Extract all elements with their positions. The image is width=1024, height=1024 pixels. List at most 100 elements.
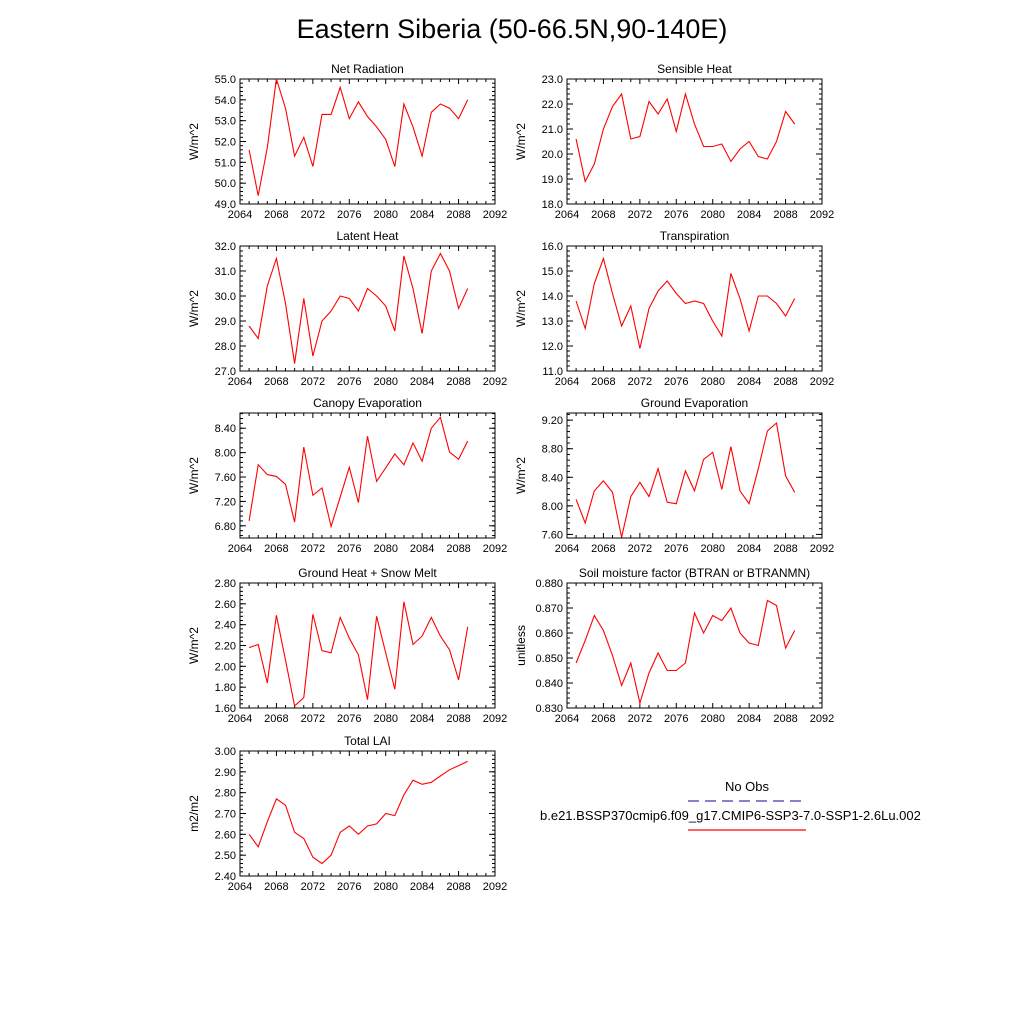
- x-tick-label: 2084: [737, 209, 761, 221]
- legend-model-label: b.e21.BSSP370cmip6.f09_g17.CMIP6-SSP3-7.…: [540, 808, 921, 823]
- panel-frame: [239, 582, 496, 709]
- y-tick-label: 2.20: [215, 641, 236, 653]
- x-tick-label: 2088: [446, 376, 470, 388]
- panel-frame: [566, 412, 823, 539]
- x-tick-label: 2092: [483, 543, 507, 555]
- y-tick-label: 8.00: [542, 501, 563, 513]
- x-tick-label: 2080: [373, 543, 397, 555]
- y-tick-label: 18.0: [542, 199, 563, 211]
- panel-title: Canopy Evaporation: [313, 396, 422, 410]
- x-tick-label: 2092: [810, 209, 834, 221]
- x-tick-label: 2076: [664, 713, 688, 725]
- legend-obs-label: No Obs: [724, 779, 770, 794]
- x-tick-label: 2068: [264, 543, 288, 555]
- panel-title: Net Radiation: [331, 62, 404, 76]
- series-line-soil-moisture-factor-btran-or-btranmn: [575, 599, 796, 706]
- x-tick-label: 2084: [737, 543, 761, 555]
- x-tick-label: 2064: [555, 543, 579, 555]
- x-tick-label: 2092: [810, 376, 834, 388]
- y-tick-label: 13.0: [542, 316, 563, 328]
- x-tick-label: 2080: [373, 376, 397, 388]
- y-tick-label: 0.870: [535, 603, 563, 615]
- y-tick-label: 21.0: [542, 124, 563, 136]
- series-line-total-lai: [248, 760, 468, 865]
- x-tick-label: 2076: [664, 543, 688, 555]
- y-tick-label: 16.0: [542, 241, 563, 253]
- x-tick-label: 2068: [264, 881, 288, 893]
- x-tick-label: 2076: [337, 881, 361, 893]
- x-tick-label: 2080: [700, 713, 724, 725]
- panel-frame: [566, 582, 823, 709]
- y-axis-label: m2/m2: [187, 795, 201, 832]
- y-tick-label: 54.0: [215, 95, 236, 107]
- panel-total-lai: Total LAI m2/m2 2064 2068 2072 2076 2080 2084 20…: [187, 734, 507, 893]
- x-tick-label: 2088: [773, 376, 797, 388]
- panel-title: Soil moisture factor (BTRAN or BTRANMN): [579, 566, 810, 580]
- series-line-sensible-heat: [575, 91, 796, 184]
- x-tick-label: 2064: [228, 209, 252, 221]
- panel-title: Transpiration: [660, 229, 730, 243]
- y-axis-label: W/m^2: [187, 627, 201, 664]
- y-tick-label: 0.850: [535, 653, 563, 665]
- x-tick-label: 2080: [373, 209, 397, 221]
- y-tick-label: 50.0: [215, 178, 236, 190]
- panel-ground-heat-snow-melt: Ground Heat + Snow Melt W/m^2 2064 2068 2072…: [187, 566, 507, 725]
- y-tick-label: 1.80: [215, 682, 236, 694]
- x-tick-label: 2092: [483, 881, 507, 893]
- x-tick-label: 2072: [628, 713, 652, 725]
- y-tick-label: 2.60: [215, 829, 236, 841]
- y-tick-label: 7.60: [215, 472, 236, 484]
- panel-soil-moisture-factor-btran-or-btranmn: Soil moisture factor (BTRAN or BTRANMN) u…: [514, 566, 834, 725]
- y-tick-label: 30.0: [215, 291, 236, 303]
- y-tick-label: 15.0: [542, 266, 563, 278]
- panel-frame: [239, 412, 496, 539]
- x-tick-label: 2076: [337, 376, 361, 388]
- y-axis-label: W/m^2: [187, 290, 201, 327]
- y-tick-label: 53.0: [215, 116, 236, 128]
- y-axis-label: W/m^2: [514, 457, 528, 494]
- x-tick-label: 2092: [810, 543, 834, 555]
- y-tick-label: 55.0: [215, 74, 236, 86]
- y-tick-label: 31.0: [215, 266, 236, 278]
- y-tick-label: 19.0: [542, 174, 563, 186]
- x-tick-label: 2068: [591, 713, 615, 725]
- panel-title: Sensible Heat: [657, 62, 732, 76]
- y-tick-label: 0.840: [535, 678, 563, 690]
- x-tick-label: 2088: [446, 209, 470, 221]
- y-axis-label: W/m^2: [514, 123, 528, 160]
- y-tick-label: 12.0: [542, 341, 563, 353]
- y-tick-label: 2.90: [215, 767, 236, 779]
- series-line-canopy-evaporation: [248, 416, 469, 529]
- panel-latent-heat: Latent Heat W/m^2 2064 2068 2072 2076 2080 2084…: [187, 229, 507, 388]
- x-tick-label: 2072: [628, 543, 652, 555]
- x-tick-label: 2076: [337, 209, 361, 221]
- x-tick-label: 2088: [446, 713, 470, 725]
- y-tick-label: 28.0: [215, 341, 236, 353]
- x-tick-label: 2064: [228, 713, 252, 725]
- y-tick-label: 2.40: [215, 620, 236, 632]
- panel-frame: [566, 78, 823, 205]
- panel-frame: [239, 750, 496, 877]
- x-tick-label: 2080: [700, 376, 724, 388]
- x-tick-label: 2084: [737, 376, 761, 388]
- y-tick-label: 2.80: [215, 788, 236, 800]
- panel-canopy-evaporation: Canopy Evaporation W/m^2 2064 2068 2072 2076 2…: [187, 396, 507, 555]
- y-tick-label: 9.20: [542, 415, 563, 427]
- x-tick-label: 2076: [337, 543, 361, 555]
- y-tick-label: 32.0: [215, 241, 236, 253]
- x-tick-label: 2080: [373, 881, 397, 893]
- x-tick-label: 2072: [301, 376, 325, 388]
- x-tick-label: 2084: [410, 881, 434, 893]
- panel-title: Latent Heat: [336, 229, 399, 243]
- x-tick-label: 2092: [483, 376, 507, 388]
- y-tick-label: 2.00: [215, 661, 236, 673]
- x-tick-label: 2064: [228, 543, 252, 555]
- x-tick-label: 2076: [664, 376, 688, 388]
- y-tick-label: 11.0: [542, 366, 563, 378]
- y-tick-label: 7.60: [542, 529, 563, 541]
- y-tick-label: 8.40: [215, 423, 236, 435]
- page-title: Eastern Siberia (50-66.5N,90-140E): [296, 14, 728, 44]
- x-tick-label: 2088: [773, 209, 797, 221]
- x-tick-label: 2084: [410, 209, 434, 221]
- y-tick-label: 51.0: [215, 157, 236, 169]
